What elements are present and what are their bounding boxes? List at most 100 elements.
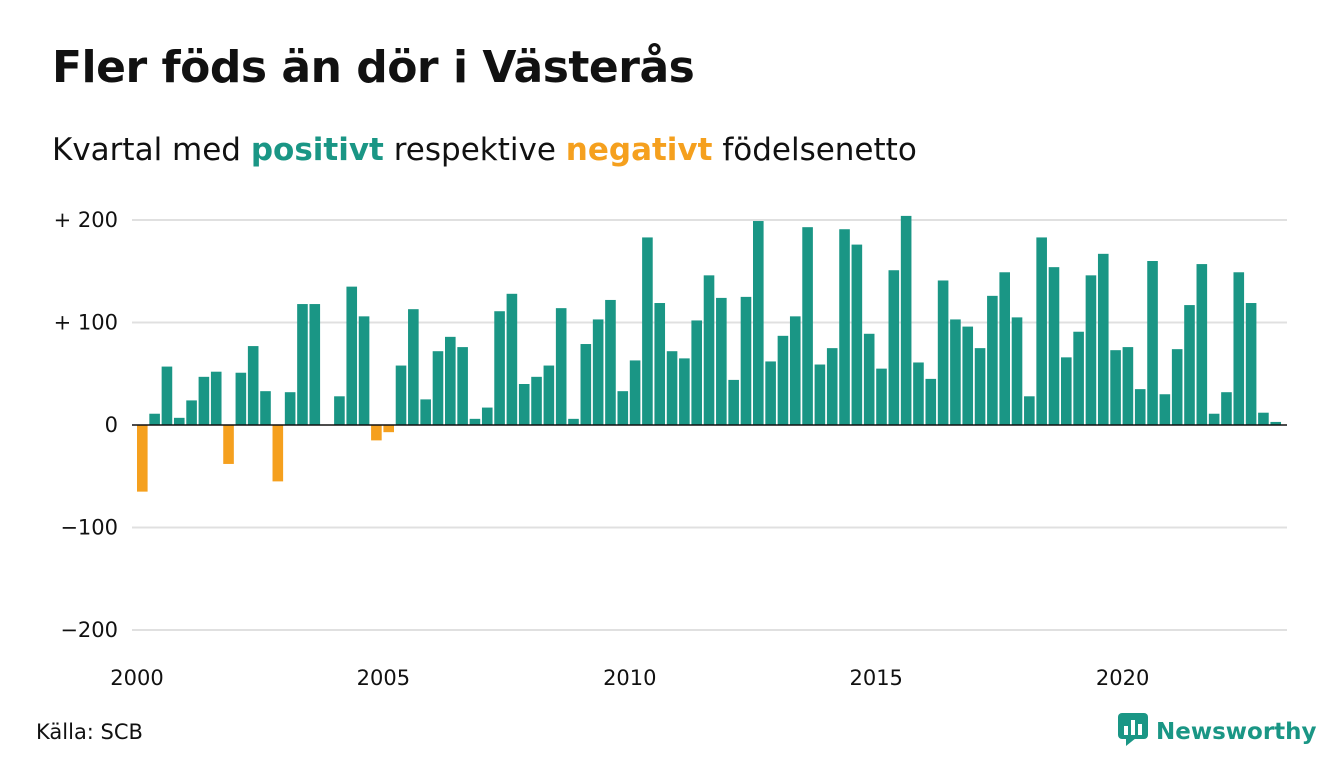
subtitle-text-2: respektive	[383, 132, 566, 168]
bar-positive	[974, 348, 986, 426]
bar-positive	[962, 326, 974, 425]
bar-positive	[358, 316, 370, 425]
bar-negative	[223, 425, 234, 464]
bar-negative	[272, 425, 284, 482]
bar-positive	[802, 227, 813, 426]
bar-positive	[913, 362, 924, 425]
bar-positive	[543, 365, 555, 425]
subtitle-negative: negativt	[565, 132, 713, 168]
bar-positive	[826, 348, 838, 426]
bar-positive	[814, 364, 826, 426]
bar-positive	[654, 303, 666, 425]
bar-negative	[383, 425, 394, 433]
bar-positive	[469, 418, 481, 425]
bar-positive	[1073, 331, 1084, 425]
chart-subtitle: Kvartal med positivt respektive negativt…	[52, 132, 917, 168]
bar-positive	[518, 384, 530, 425]
bar-positive	[1147, 261, 1158, 425]
subtitle-positive: positivt	[250, 132, 384, 168]
bar-positive	[1110, 350, 1121, 425]
bar-positive	[876, 368, 887, 426]
bar-positive	[297, 304, 308, 425]
bar-positive	[765, 361, 776, 425]
bar-positive	[395, 365, 407, 425]
bar-positive	[161, 366, 173, 426]
bar-positive	[839, 229, 850, 426]
bar-positive	[753, 221, 764, 426]
bar-positive	[629, 360, 641, 425]
bar-positive	[1011, 317, 1023, 426]
bar-positive	[642, 237, 653, 426]
bar-positive	[1196, 264, 1208, 426]
bar-positive	[481, 407, 493, 425]
bar-positive	[1122, 347, 1134, 425]
y-tick-label: −100	[60, 516, 118, 540]
bar-positive	[1184, 305, 1195, 426]
y-tick-label: + 200	[54, 208, 118, 232]
bar-positive	[346, 286, 358, 426]
bar-positive	[555, 308, 567, 425]
bar-positive	[1061, 357, 1072, 425]
bar-positive	[950, 319, 961, 425]
bar-positive	[494, 311, 505, 425]
bar-positive	[703, 275, 715, 425]
subtitle-text-3: födelsenetto	[712, 132, 917, 168]
bar-positive	[617, 391, 629, 425]
bar-positive	[592, 319, 604, 425]
bar-positive	[679, 358, 690, 426]
bar-positive	[149, 413, 160, 425]
subtitle-text-1: Kvartal med	[52, 132, 251, 168]
bar-positive	[432, 351, 444, 425]
bar-positive	[235, 372, 247, 425]
bar-positive	[1270, 421, 1282, 425]
bar-positive	[531, 376, 542, 426]
bar-positive	[716, 297, 727, 425]
bar-positive	[1134, 389, 1146, 426]
bar-positive	[457, 347, 468, 425]
bar-positive	[1233, 272, 1245, 425]
bar-positive	[999, 272, 1010, 425]
x-tick-label: 2000	[110, 666, 163, 690]
bar-positive	[247, 346, 259, 426]
bar-positive	[666, 351, 678, 425]
bar-positive	[1258, 412, 1269, 425]
bar-positive	[1245, 303, 1257, 425]
bar-positive	[740, 296, 752, 426]
bar-positive	[777, 335, 789, 426]
bar-positive	[851, 244, 863, 425]
bar-positive	[568, 418, 579, 425]
bar-positive	[987, 295, 998, 425]
bar-positive	[506, 293, 518, 425]
bar-positive	[1159, 394, 1171, 425]
bar-positive	[1048, 267, 1060, 425]
x-tick-label: 2010	[603, 666, 656, 690]
bar-chart-speech-icon	[1118, 713, 1148, 751]
source-label: Källa: SCB	[36, 720, 143, 744]
bar-positive	[1024, 396, 1035, 425]
x-axis-ticks: 2000 2005 2010 2015 2020	[110, 666, 1149, 690]
bar-positive	[445, 336, 456, 425]
bar-negative	[371, 425, 382, 441]
x-tick-label: 2020	[1096, 666, 1149, 690]
bar-positive	[863, 333, 875, 426]
bar-positive	[284, 392, 296, 425]
bar-positive	[173, 417, 185, 426]
bar-positive	[260, 391, 271, 425]
y-tick-label: + 100	[54, 311, 118, 335]
bar-positive	[1171, 349, 1183, 425]
bar-positive	[210, 371, 222, 425]
y-axis-ticks: + 200 + 100 0 −100 −200	[54, 208, 118, 642]
bar-positive	[925, 378, 937, 426]
bars	[137, 215, 1282, 492]
logo-text: Newsworthy	[1156, 719, 1317, 745]
bar-positive	[580, 344, 592, 426]
bar-positive	[309, 304, 321, 425]
x-tick-label: 2005	[357, 666, 410, 690]
y-tick-label: −200	[60, 618, 118, 642]
bar-positive	[691, 320, 702, 425]
bar-positive	[1097, 253, 1109, 426]
bar-negative	[137, 425, 148, 492]
bar-positive	[789, 316, 801, 425]
bar-positive	[186, 400, 197, 425]
